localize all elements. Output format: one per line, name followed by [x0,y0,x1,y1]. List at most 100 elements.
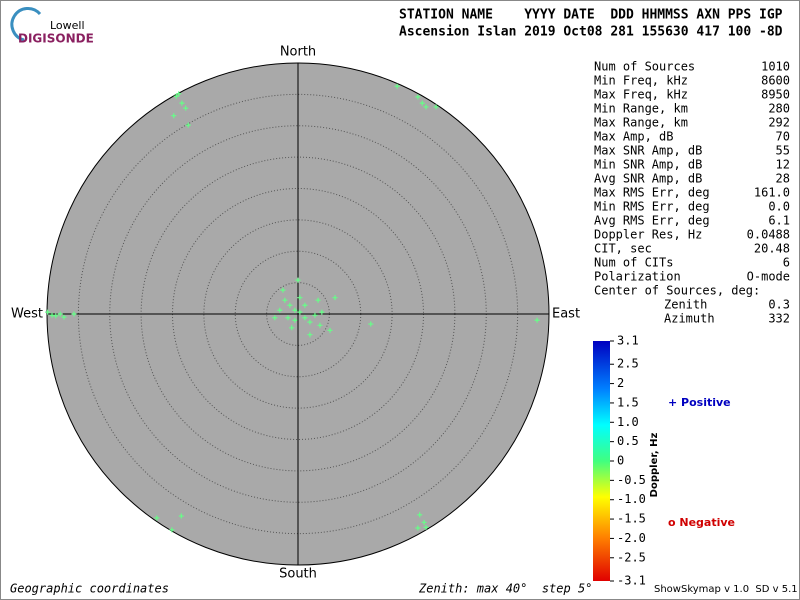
header-line: STATION NAME YYYY DATE DDD HHMMSS AXN PP… [399,8,783,23]
colorbar-tick-label: 2 [617,376,624,390]
stat-value: 292 [768,116,790,130]
source-point [433,104,439,110]
header-line: Ascension Islan 2019 Oct08 281 155630 41… [399,25,783,40]
footer-middle: Zenith: max 40° step 5° [418,582,592,596]
source-point [61,314,67,320]
source-point [423,104,429,110]
source-point [421,519,427,525]
source-point [312,312,318,318]
stat-label: Min Range, km [594,102,688,116]
source-point [53,313,59,319]
source-point [285,315,291,321]
source-point [307,319,313,325]
source-point [317,322,323,328]
source-point [534,317,540,323]
north-label: North [280,45,316,60]
legend-negative: o Negative [668,516,735,529]
source-point [277,307,283,313]
south-label: South [279,567,317,582]
source-point [71,311,77,317]
source-point [302,315,308,321]
colorbar-tick-label: 3.1 [617,334,639,348]
source-point [289,325,295,331]
stat-label: CIT, sec [594,242,652,256]
stat-value: 20.48 [754,242,790,256]
source-point [332,295,338,301]
source-point [292,307,298,313]
source-point [287,302,293,308]
center-value: 0.3 [768,298,790,312]
colorbar-tick-label: 1.5 [617,395,639,409]
colorbar-tick-label: -0.5 [617,473,646,487]
stat-value: 280 [768,102,790,116]
west-label: West [11,307,43,322]
colorbar-label: Doppler, Hz [649,433,660,498]
center-label: Zenith [664,298,707,312]
stat-value: 161.0 [754,186,790,200]
source-point [368,321,374,327]
colorbar-tick-label: 1.0 [617,415,639,429]
stat-value: 8950 [761,88,790,102]
colorbar-tick-label: -2.5 [617,550,646,564]
source-point [176,91,182,97]
stat-label: Num of CITs [594,256,673,270]
colorbar-tick-label: -2.0 [617,531,646,545]
source-point [415,525,421,531]
center-label: Azimuth [664,312,715,326]
stat-label: Max Range, km [594,116,688,130]
source-point [185,122,191,128]
source-point [178,513,184,519]
stat-label: Polarization [594,270,681,284]
source-point [171,113,177,119]
source-point [272,315,278,321]
stat-value: 28 [776,172,790,186]
stat-value: 70 [776,130,790,144]
stat-label: Max SNR Amp, dB [594,144,702,158]
colorbar-tick-label: 0 [617,454,624,468]
colorbar-tick-label: 2.5 [617,357,639,371]
stat-label: Min RMS Err, deg [594,200,710,214]
east-label: East [552,307,580,322]
source-point [327,327,333,333]
stat-value: 0.0488 [747,228,790,242]
source-point [297,309,303,315]
source-point [417,512,423,518]
stat-value: 6 [783,256,790,270]
source-point [423,524,429,530]
footer-left: Geographic coordinates [10,582,169,596]
source-point [45,309,51,315]
stat-value: 55 [776,144,790,158]
stat-label: Max Freq, kHz [594,88,688,102]
logo-top: Lowell [50,19,85,32]
stat-value: O-mode [747,270,790,284]
stat-value: 12 [776,158,790,172]
source-point [49,312,55,318]
stat-value: 6.1 [768,214,790,228]
stat-value: 1010 [761,60,790,74]
stat-label: Max Amp, dB [594,130,673,144]
source-point [154,515,160,521]
stat-label: Avg RMS Err, deg [594,214,710,228]
legend-positive: + Positive [668,396,731,409]
stat-value: 8600 [761,74,790,88]
stat-label: Doppler Res, Hz [594,228,702,242]
colorbar-tick-label: -1.5 [617,512,646,526]
source-point [319,309,325,315]
source-point [57,311,63,317]
stat-label: Avg SNR Amp, dB [594,172,702,186]
source-point [295,277,301,283]
stat-label: Min Freq, kHz [594,74,688,88]
source-point [183,105,189,111]
source-point [307,332,313,338]
footer-right: ShowSkymap v 1.0 SD v 5.1 [654,584,798,595]
stat-label: Num of Sources [594,60,695,74]
stat-label: Max RMS Err, deg [594,186,710,200]
source-point [179,100,185,106]
source-point [415,94,421,100]
stat-label: Center of Sources, deg: [594,284,760,298]
source-point [315,297,321,303]
source-point [292,317,298,323]
stat-value: 0.0 [768,200,790,214]
logo-bottom: DIGISONDE [18,32,94,46]
